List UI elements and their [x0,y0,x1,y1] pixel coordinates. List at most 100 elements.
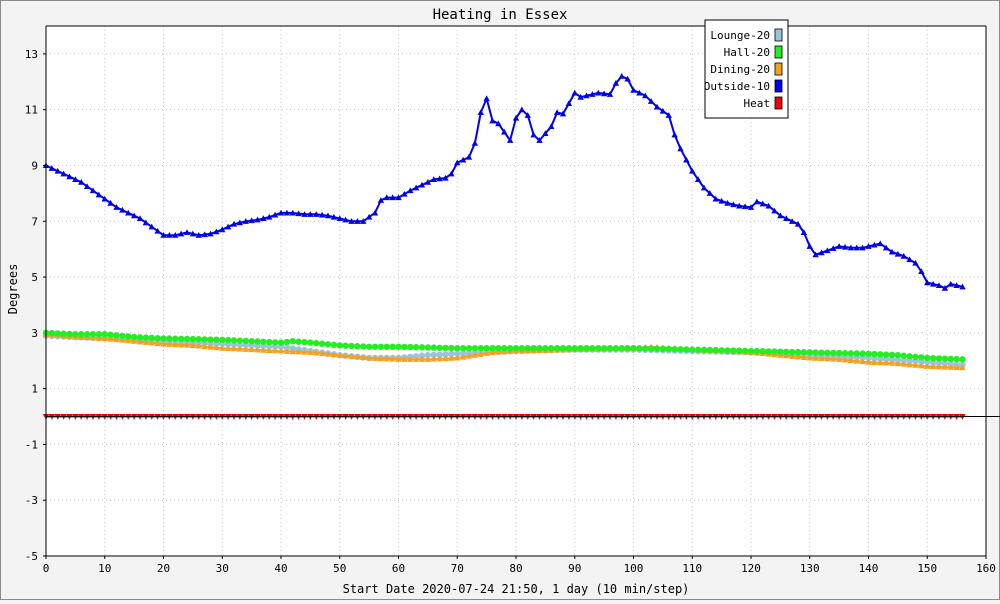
data-point-outside-10 [424,179,432,185]
data-point-outside-10 [636,89,643,96]
data-point-outside-10 [871,241,878,248]
chart-title: Heating in Essex [433,7,568,23]
data-point-lounge-20 [436,351,443,358]
data-point-outside-10 [318,211,326,218]
data-point-hall-20 [465,344,473,352]
data-point-dining-20 [301,348,308,355]
data-point-lounge-20 [283,344,291,351]
data-point-hall-20 [365,343,373,350]
data-point-outside-10 [571,89,578,96]
data-point-dining-20 [236,345,244,352]
data-point-hall-20 [330,341,338,349]
data-point-dining-20 [924,363,931,369]
data-point-outside-10 [847,244,855,251]
data-point-hall-20 [377,343,385,350]
data-point-outside-10 [959,283,966,290]
data-point-dining-20 [941,363,949,370]
data-point-outside-10 [694,176,702,182]
x-tick-label: 150 [917,562,937,575]
legend-label-heat: Heat [744,97,771,110]
data-point-dining-20 [882,359,890,366]
data-point-dining-20 [894,360,902,367]
data-point-hall-20 [647,345,655,352]
data-point-outside-10 [236,219,244,226]
data-point-outside-10 [659,107,667,114]
data-point-hall-20 [313,339,320,347]
data-point-outside-10 [354,218,361,224]
data-point-hall-20 [712,346,719,354]
data-point-hall-20 [448,344,455,352]
data-point-outside-10 [624,75,631,82]
data-point-hall-20 [154,334,161,342]
data-point-outside-10 [830,245,837,252]
data-point-dining-20 [407,356,414,362]
data-point-hall-20 [195,336,202,343]
data-point-outside-10 [724,199,731,206]
data-point-outside-10 [506,137,514,143]
data-point-outside-10 [254,216,261,223]
data-point-dining-20 [436,355,443,362]
data-point-hall-20 [283,338,291,346]
data-point-dining-20 [307,349,314,355]
data-point-outside-10 [548,123,555,129]
y-tick-label: -5 [25,550,38,563]
data-point-outside-10 [700,184,708,191]
data-point-hall-20 [483,344,490,352]
x-tick-label: 50 [333,562,346,575]
data-point-hall-20 [495,344,502,352]
data-point-dining-20 [148,339,155,346]
data-point-hall-20 [436,344,443,351]
data-point-dining-20 [230,345,238,352]
data-point-hall-20 [953,355,960,363]
data-point-dining-20 [113,336,120,343]
data-point-hall-20 [301,338,308,346]
data-point-hall-20 [324,341,332,348]
data-point-outside-10 [448,170,455,177]
data-point-hall-20 [471,344,479,352]
data-point-dining-20 [360,354,367,360]
data-point-outside-10 [201,231,208,238]
data-point-outside-10 [706,190,714,196]
data-point-hall-20 [783,348,790,356]
data-point-hall-20 [888,351,896,359]
data-point-hall-20 [113,332,120,339]
data-point-lounge-20 [430,351,437,359]
data-point-dining-20 [101,335,108,341]
data-point-lounge-20 [448,350,455,358]
data-point-dining-20 [448,355,455,361]
data-point-hall-20 [383,343,390,350]
x-tick-label: 160 [976,562,996,575]
data-point-outside-10 [189,230,197,237]
data-point-outside-10 [89,187,97,194]
data-point-hall-20 [706,346,714,354]
legend-label-dining-20: Dining-20 [710,63,770,76]
data-point-hall-20 [412,344,420,351]
data-point-outside-10 [553,109,561,116]
data-point-dining-20 [271,347,279,354]
data-point-hall-20 [871,350,878,358]
data-point-outside-10 [542,130,549,136]
y-axis-label: Degrees [6,264,20,315]
data-point-outside-10 [266,213,273,220]
data-point-dining-20 [277,347,285,354]
data-point-dining-20 [324,350,332,357]
data-point-outside-10 [642,92,649,99]
data-point-dining-20 [224,345,232,352]
legend-swatch-dining-20 [774,62,783,76]
data-point-lounge-20 [888,356,896,363]
x-tick-label: 40 [274,562,287,575]
data-point-lounge-20 [894,356,902,364]
data-point-dining-20 [254,346,261,353]
data-point-hall-20 [818,349,825,356]
data-point-outside-10 [183,229,191,235]
data-point-hall-20 [389,343,396,350]
y-tick-label: 13 [25,48,38,61]
data-point-dining-20 [953,364,960,371]
data-point-hall-20 [959,356,966,363]
data-point-hall-20 [289,338,296,345]
data-point-outside-10 [207,230,214,237]
data-point-hall-20 [277,339,285,346]
data-point-hall-20 [401,343,408,351]
data-point-lounge-20 [929,359,937,366]
